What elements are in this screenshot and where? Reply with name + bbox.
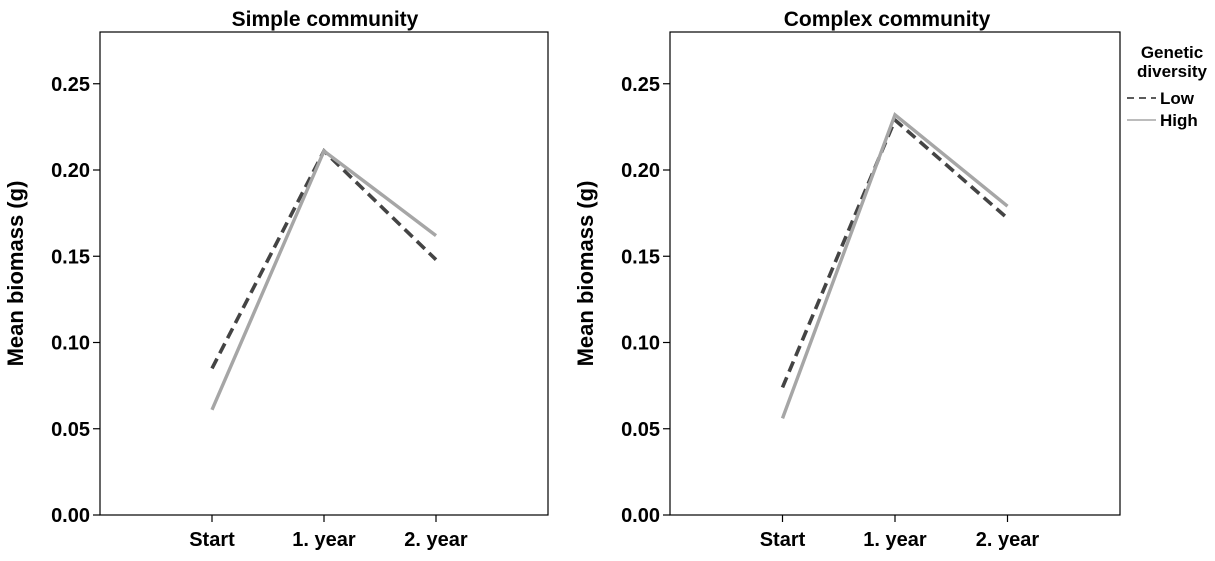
x-tick-label: 2. year (404, 529, 468, 551)
series-line-high (783, 115, 1008, 419)
y-axis-label: Mean biomass (g) (3, 181, 28, 367)
y-tick-label: 0.15 (621, 246, 660, 268)
y-tick-label: 0.15 (51, 246, 90, 268)
plot-frame (670, 32, 1120, 515)
y-tick-label: 0.20 (51, 160, 90, 182)
x-tick-label: 1. year (863, 529, 927, 551)
chart-title: Complex community (784, 8, 991, 31)
y-tick-label: 0.00 (51, 505, 90, 527)
y-tick-label: 0.20 (621, 160, 660, 182)
y-tick-label: 0.10 (51, 333, 90, 355)
plot-frame (100, 32, 548, 515)
y-tick-label: 0.00 (621, 505, 660, 527)
panel-simple-community: Simple community Mean biomass (g) 0.00 0.05… (3, 8, 548, 551)
legend-label-low: Low (1160, 89, 1195, 108)
y-tick-label: 0.05 (621, 419, 660, 441)
chart-title: Simple community (232, 8, 419, 31)
y-axis-label: Mean biomass (g) (573, 181, 598, 367)
y-tick-label: 0.05 (51, 419, 90, 441)
panel-complex-community: Complex community Mean biomass (g) 0.00 0.0… (573, 8, 1120, 551)
x-tick-label: Start (189, 529, 235, 551)
x-tick-label: 1. year (292, 529, 356, 551)
series-line-low (783, 120, 1008, 387)
series-line-high (212, 151, 436, 410)
x-tick-label: 2. year (976, 529, 1040, 551)
legend-title-line: diversity (1137, 62, 1207, 81)
y-tick-label: 0.25 (51, 74, 90, 96)
y-tick-label: 0.10 (621, 333, 660, 355)
y-tick-label: 0.25 (621, 74, 660, 96)
legend-label-high: High (1160, 111, 1198, 130)
legend-title-line: Genetic (1141, 43, 1203, 62)
x-tick-label: Start (760, 529, 806, 551)
